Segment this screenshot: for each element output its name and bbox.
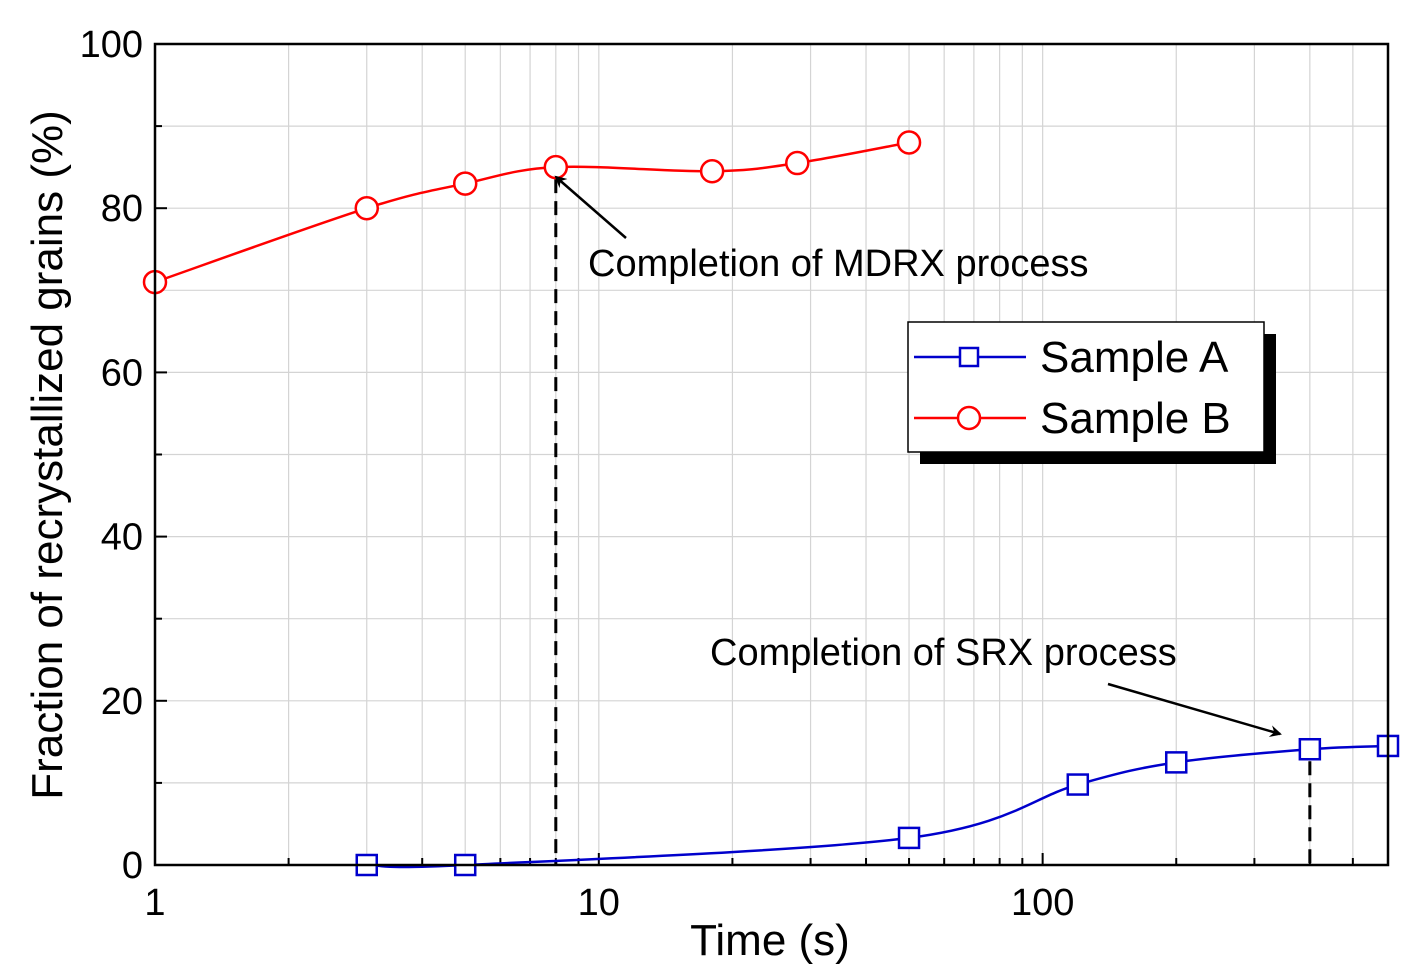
- x-axis-title: Time (s): [690, 916, 850, 965]
- y-tick-label: 60: [101, 352, 143, 394]
- x-tick-label: 10: [578, 882, 620, 924]
- y-tick-label: 20: [101, 681, 143, 723]
- tick-labels: 1 10 100 0 20 40 60 80 100: [80, 24, 1075, 924]
- plot-area-frame: [153, 42, 1390, 867]
- data-point-sample-b: [452, 171, 478, 196]
- data-point-sample-a: [1066, 773, 1090, 796]
- series-sample-a: [355, 734, 1400, 877]
- y-tick-label: 40: [101, 517, 143, 559]
- annotation-mdrx: Completion of MDRX process: [588, 243, 1089, 285]
- data-point-sample-b: [785, 150, 810, 176]
- y-tick-label: 100: [80, 24, 143, 66]
- legend-box: [907, 321, 1265, 453]
- legend-circle-marker-icon: [956, 405, 982, 431]
- x-tick-label: 100: [1011, 882, 1074, 924]
- y-tick-label: 0: [122, 845, 143, 887]
- data-point-sample-a: [897, 826, 921, 850]
- legend-entry-sample-b: Sample B: [914, 394, 1231, 443]
- data-point-sample-b: [543, 154, 569, 180]
- annotation-arrow-mdrx: [554, 175, 627, 239]
- legend-square-marker-icon: [958, 346, 980, 368]
- data-point-sample-b: [699, 159, 725, 184]
- y-axis-title: Fraction of recrystallized grains (%): [23, 110, 72, 800]
- annotations: Completion of MDRX process Completion of…: [554, 175, 1282, 737]
- data-point-sample-b: [354, 195, 380, 221]
- data-point-sample-a: [1164, 751, 1188, 774]
- legend-entry-sample-a: Sample A: [914, 333, 1229, 382]
- series-line-sample-a: [366, 744, 1389, 869]
- legend-label-sample-b: Sample B: [1040, 394, 1231, 443]
- series-sample-b: [142, 130, 922, 295]
- annotation-srx: Completion of SRX process: [710, 632, 1177, 674]
- legend-label-sample-a: Sample A: [1040, 333, 1229, 382]
- data-point-sample-b: [896, 130, 922, 155]
- x-tick-label: 1: [144, 882, 165, 924]
- annotation-arrow-srx: [1107, 682, 1282, 737]
- data-point-sample-a: [1298, 737, 1322, 761]
- reference-lines: [554, 179, 1312, 865]
- legend: Sample A Sample B: [907, 321, 1276, 464]
- y-tick-label: 80: [101, 188, 143, 230]
